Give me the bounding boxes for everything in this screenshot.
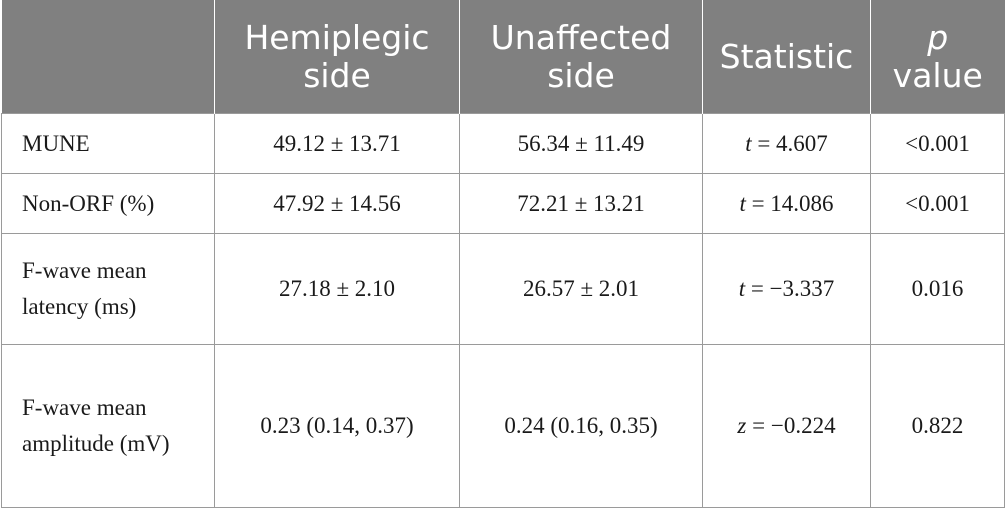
header-p-label: value: [892, 55, 983, 95]
statistic-symbol: z: [737, 413, 747, 438]
p-value-cell: <0.001: [870, 113, 1005, 174]
header-unaffected: Unaffected side: [459, 0, 703, 114]
row-label: MUNE: [1, 113, 215, 174]
header-blank: [1, 0, 215, 114]
statistic-symbol: t: [745, 130, 752, 156]
statistic-cell: z = −0.224: [702, 344, 871, 508]
unaffected-cell: 72.21 ± 13.21: [459, 173, 703, 234]
hemiplegic-cell: 49.12 ± 13.71: [214, 113, 460, 174]
p-value-cell: 0.016: [870, 233, 1005, 345]
statistic-cell: t = 14.086: [702, 173, 871, 234]
statistic-symbol: t: [738, 276, 746, 301]
statistic-value: = −3.337: [745, 276, 835, 301]
unaffected-cell: 0.24 (0.16, 0.35): [459, 344, 703, 508]
results-table: Hemiplegic side Unaffected side Statisti…: [1, 0, 1005, 508]
header-statistic: Statistic: [702, 0, 871, 114]
p-value-cell: 0.822: [870, 344, 1005, 508]
row-label: Non-ORF (%): [1, 173, 215, 234]
statistic-value: = −0.224: [746, 413, 836, 438]
p-value-cell: <0.001: [870, 173, 1005, 234]
header-p-value: p value: [870, 0, 1005, 114]
header-p-symbol: p: [927, 17, 949, 57]
unaffected-cell: 26.57 ± 2.01: [459, 233, 703, 345]
statistic-value: = 14.086: [745, 190, 834, 216]
row-label: F-wave mean latency (ms): [1, 233, 215, 345]
row-label: F-wave mean amplitude (mV): [1, 344, 215, 508]
header-hemiplegic: Hemiplegic side: [214, 0, 460, 114]
statistic-value: = 4.607: [751, 130, 828, 156]
table-row: F-wave mean amplitude (mV) 0.23 (0.14, 0…: [1, 344, 1005, 508]
statistic-symbol: t: [739, 190, 746, 216]
statistic-cell: t = −3.337: [702, 233, 871, 345]
table-row: F-wave mean latency (ms) 27.18 ± 2.10 26…: [1, 233, 1005, 345]
hemiplegic-cell: 27.18 ± 2.10: [214, 233, 460, 345]
table-row: Non-ORF (%) 47.92 ± 14.56 72.21 ± 13.21 …: [1, 173, 1005, 234]
table-row: MUNE 49.12 ± 13.71 56.34 ± 11.49 t = 4.6…: [1, 113, 1005, 174]
hemiplegic-cell: 0.23 (0.14, 0.37): [214, 344, 460, 508]
hemiplegic-cell: 47.92 ± 14.56: [214, 173, 460, 234]
unaffected-cell: 56.34 ± 11.49: [459, 113, 703, 174]
statistic-cell: t = 4.607: [702, 113, 871, 174]
header-row: Hemiplegic side Unaffected side Statisti…: [1, 0, 1005, 114]
